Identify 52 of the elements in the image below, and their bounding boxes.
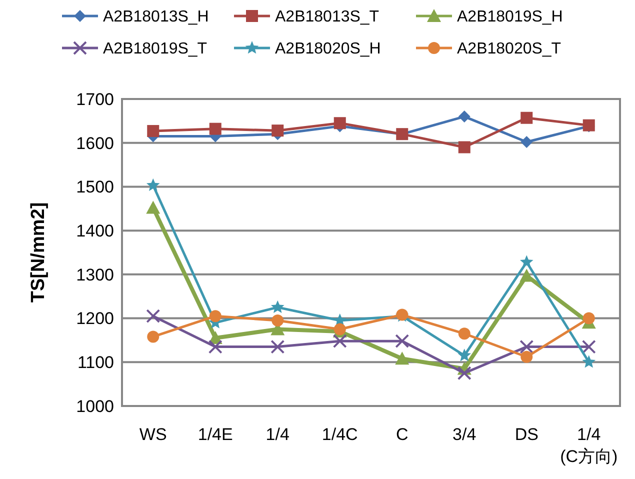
y-tick-label: 1700	[76, 90, 114, 109]
point	[146, 309, 160, 324]
point	[520, 255, 534, 268]
point	[395, 334, 410, 348]
x-tick-label: WS	[139, 425, 167, 444]
point	[395, 352, 410, 365]
x-tick-label: 1/4C	[322, 425, 358, 444]
y-tick-label: 1300	[76, 265, 114, 284]
point	[272, 314, 284, 326]
y-tick-label: 1200	[76, 309, 114, 328]
legend-label: A2B18020S_H	[275, 40, 381, 58]
legend-label: A2B18013S_T	[275, 8, 380, 26]
point	[458, 110, 470, 123]
legend-label: A2B18019S_T	[103, 40, 208, 58]
point	[209, 122, 222, 135]
point	[270, 300, 284, 313]
legend-label: A2B18020S_T	[457, 40, 562, 58]
point	[520, 136, 533, 148]
y-tick-label: 1600	[76, 134, 114, 153]
point	[270, 340, 285, 354]
point	[520, 112, 533, 124]
y-tick-label: 1400	[76, 222, 114, 241]
point	[457, 366, 472, 380]
point	[458, 328, 470, 340]
y-tick-label: 1000	[76, 396, 114, 416]
point	[458, 141, 470, 154]
point	[147, 330, 160, 343]
point	[147, 125, 160, 138]
point	[332, 334, 347, 348]
point	[146, 200, 160, 214]
x-tick-label: 1/4 (C方向)	[560, 425, 618, 466]
point	[209, 310, 222, 322]
x-tick-label: 1/4E	[198, 425, 233, 444]
legend-label: A2B18013S_H	[103, 8, 209, 26]
point	[272, 124, 284, 137]
y-axis-title: TS[N/mm2]	[28, 202, 49, 303]
point	[520, 350, 533, 363]
point	[458, 348, 472, 362]
x-tick-label: 1/4	[266, 425, 290, 444]
point	[334, 117, 346, 130]
x-tick-label: 3/4	[452, 425, 476, 444]
x-tick-label: C	[396, 425, 408, 444]
point	[146, 178, 160, 192]
point	[582, 355, 596, 368]
y-tick-label: 1500	[76, 178, 114, 197]
point	[582, 340, 596, 354]
point	[582, 312, 595, 324]
x-tick-label: DS	[514, 425, 538, 444]
point	[520, 340, 534, 354]
y-tick-label: 1100	[77, 353, 114, 372]
legend-label: A2B18019S_H	[457, 8, 563, 26]
point	[208, 340, 222, 354]
